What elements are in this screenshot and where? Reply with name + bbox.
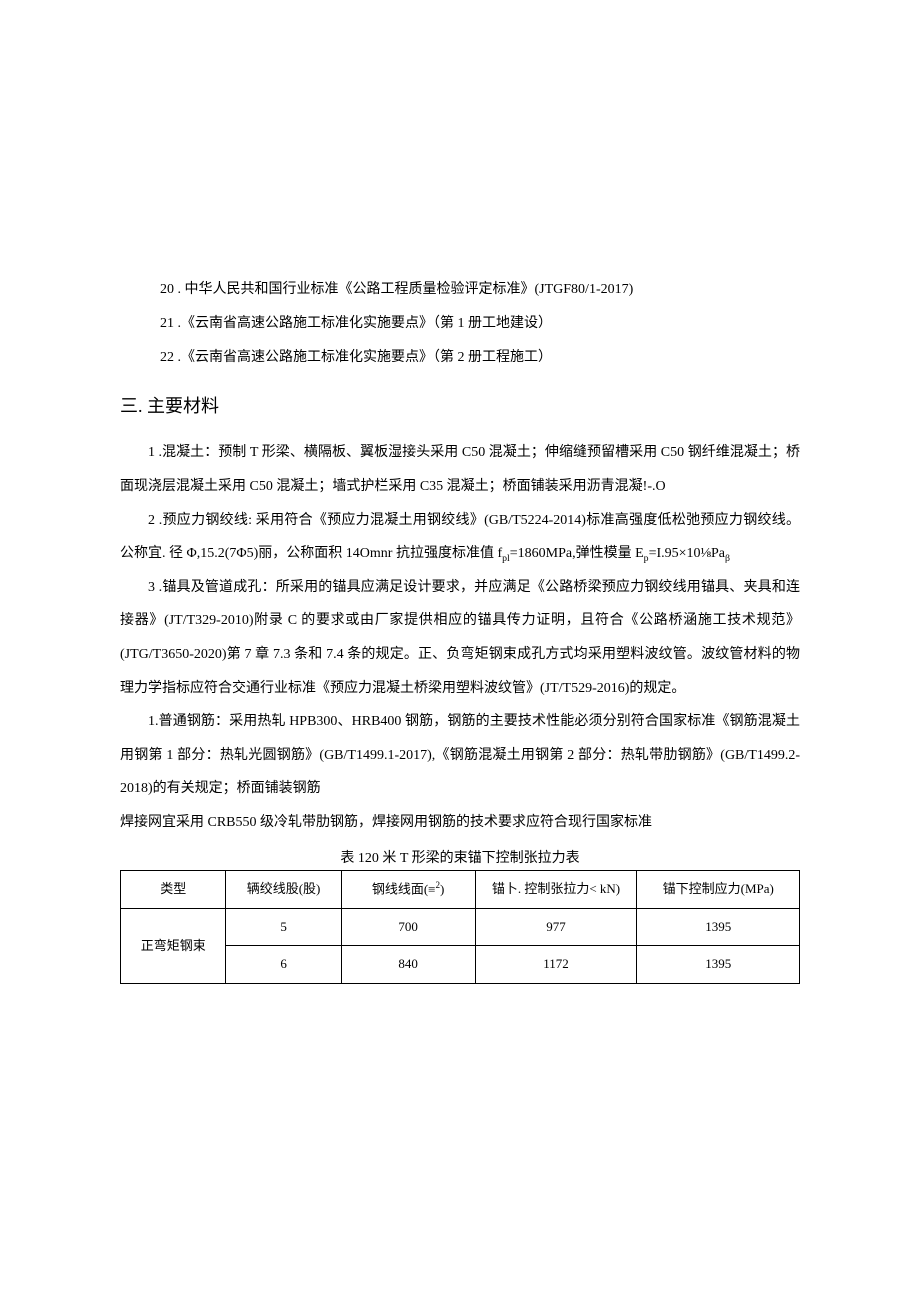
p2-text-e: =I.95×10⅛Pa (649, 546, 725, 561)
th-type: 类型 (121, 870, 226, 908)
section-3-title: 三. 主要材料 (120, 390, 800, 422)
paragraph-prestress-strand: 2 .预应力钢绞线: 采用符合《预应力混凝土用钢绞线》(GB/T5224-201… (120, 504, 800, 571)
th-area-b: ) (440, 881, 444, 896)
p2-sub-beta: β (725, 553, 730, 564)
paragraph-welded-mesh: 焊接网宜采用 CRB550 级冷轧带肋钢筋，焊接网用钢筋的技术要求应符合现行国家… (120, 806, 800, 840)
td-type: 正弯矩钢束 (121, 908, 226, 983)
th-force: 锚卜. 控制张拉力< kN) (475, 870, 637, 908)
p2-text-c: =1860MPa,弹性模量 E (510, 546, 644, 561)
table-row: 正弯矩钢束 5 700 977 1395 (121, 908, 800, 946)
table-header-row: 类型 辆绞线股(股) 钢线线面(≡2) 锚卜. 控制张拉力< kN) 锚下控制应… (121, 870, 800, 908)
th-strand: 辆绞线股(股) (226, 870, 341, 908)
numbered-item-21: 21 .《云南省高速公路施工标准化实施要点》（第 1 册工地建设） (160, 310, 800, 338)
paragraph-anchorage: 3 .锚具及管道成孔：所采用的锚具应满足设计要求，并应满足《公路桥梁预应力钢绞线… (120, 571, 800, 705)
document-page: 20 . 中华人民共和国行业标准《公路工程质量检验评定标准》(JTGF80/1-… (0, 0, 920, 1184)
th-area-a: 钢线线面(≡ (372, 881, 436, 896)
tension-control-table: 类型 辆绞线股(股) 钢线线面(≡2) 锚卜. 控制张拉力< kN) 锚下控制应… (120, 870, 800, 984)
td-area: 840 (341, 946, 475, 984)
td-force: 1172 (475, 946, 637, 984)
td-force: 977 (475, 908, 637, 946)
td-strand: 6 (226, 946, 341, 984)
th-stress: 锚下控制应力(MPa) (637, 870, 800, 908)
numbered-item-20: 20 . 中华人民共和国行业标准《公路工程质量检验评定标准》(JTGF80/1-… (160, 276, 800, 304)
paragraph-rebar: 1.普通钢筋：采用热轧 HPB300、HRB400 钢筋，钢筋的主要技术性能必须… (120, 705, 800, 806)
td-area: 700 (341, 908, 475, 946)
td-strand: 5 (226, 908, 341, 946)
numbered-item-22: 22 .《云南省高速公路施工标准化实施要点》（第 2 册工程施工） (160, 344, 800, 372)
td-stress: 1395 (637, 946, 800, 984)
paragraph-concrete: 1 .混凝土：预制 T 形梁、横隔板、翼板湿接头采用 C50 混凝土；伸缩缝预留… (120, 436, 800, 503)
table-caption: 表 120 米 T 形梁的束锚下控制张拉力表 (120, 848, 800, 870)
p2-sub-pl: pl (502, 553, 510, 564)
td-stress: 1395 (637, 908, 800, 946)
th-area: 钢线线面(≡2) (341, 870, 475, 908)
